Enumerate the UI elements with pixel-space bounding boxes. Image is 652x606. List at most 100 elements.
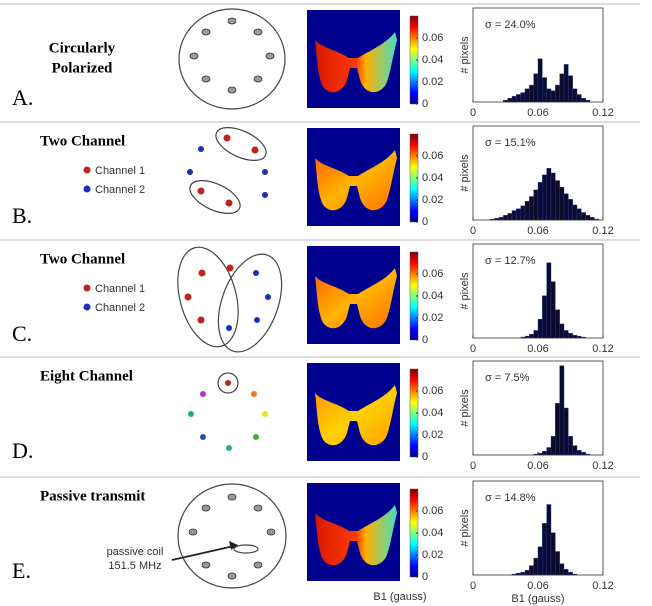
x-tick-label: 0.06 bbox=[527, 343, 548, 355]
histogram-bar bbox=[547, 447, 551, 455]
colorbar-tick-label: 0 bbox=[422, 98, 428, 110]
histogram-bar bbox=[529, 85, 533, 102]
legend-label: Channel 2 bbox=[95, 184, 145, 196]
coil-diagram bbox=[168, 240, 294, 360]
stat-label: σ = 12.7% bbox=[485, 255, 536, 267]
histogram-bar bbox=[568, 333, 572, 338]
stat-label: σ = 24.0% bbox=[485, 19, 536, 31]
colorbar-tick-label: 0 bbox=[422, 334, 428, 346]
legend-marker bbox=[84, 167, 91, 174]
histogram-bar bbox=[581, 452, 585, 455]
histogram-bar bbox=[516, 94, 520, 102]
histogram-bar bbox=[560, 366, 564, 455]
histogram-bar bbox=[581, 212, 585, 220]
histogram-bar bbox=[508, 98, 512, 102]
annotation: 151.5 MHz bbox=[108, 560, 161, 572]
histogram-bar bbox=[555, 552, 559, 576]
histogram-bar bbox=[573, 446, 577, 455]
histogram-bar bbox=[564, 330, 568, 338]
legend-label: Channel 1 bbox=[95, 165, 145, 177]
colorbar-tick-label: 0.04 bbox=[422, 172, 443, 184]
colorbar-tick-label: 0.04 bbox=[422, 407, 443, 419]
histogram-bar bbox=[542, 296, 546, 338]
histogram-bar bbox=[529, 334, 533, 338]
histogram-bar bbox=[573, 205, 577, 220]
b1-map bbox=[307, 10, 400, 108]
histogram-bar bbox=[542, 78, 546, 102]
histogram-bar bbox=[564, 64, 568, 102]
histogram-bar bbox=[542, 451, 546, 455]
y-axis-label: # pixels bbox=[459, 509, 471, 547]
histogram-bar bbox=[529, 566, 533, 575]
histogram-bar bbox=[521, 93, 525, 102]
histogram-bar bbox=[538, 319, 542, 338]
b1-map bbox=[307, 483, 400, 581]
colorbar-tick-label: 0.02 bbox=[422, 76, 443, 88]
stat-label: σ = 15.1% bbox=[485, 137, 536, 149]
histogram-bar bbox=[564, 408, 568, 455]
panel-letter: B. bbox=[12, 203, 32, 228]
panel-letter: E. bbox=[12, 558, 31, 583]
x-tick-label: 0.06 bbox=[527, 580, 548, 592]
histogram-bar bbox=[529, 197, 533, 221]
x-axis-label: B1 (gauss) bbox=[511, 593, 564, 605]
histogram-bar bbox=[525, 201, 529, 220]
x-tick-label: 0.12 bbox=[592, 107, 613, 119]
histogram-bar bbox=[538, 59, 542, 102]
histogram-bar bbox=[525, 89, 529, 102]
histogram-bar bbox=[564, 569, 568, 575]
histogram-bar bbox=[516, 209, 520, 220]
x-tick-label: 0.12 bbox=[592, 225, 613, 237]
histogram-bar bbox=[542, 523, 546, 575]
colorbar-tick-label: 0.06 bbox=[422, 32, 443, 44]
colorbar-tick-label: 0 bbox=[422, 216, 428, 228]
histogram-bar bbox=[568, 436, 572, 455]
histogram-bar bbox=[577, 209, 581, 220]
histogram-bar bbox=[534, 74, 538, 102]
histogram-bar bbox=[555, 310, 559, 338]
legend-label: Channel 1 bbox=[95, 283, 145, 295]
histogram-bar bbox=[577, 450, 581, 455]
panel-title: Two Channel bbox=[40, 133, 125, 149]
y-axis-label: # pixels bbox=[459, 389, 471, 427]
histogram-bar bbox=[508, 213, 512, 220]
histogram-bar bbox=[568, 76, 572, 102]
figure: A.CircularlyPolarized00.020.040.0600.060… bbox=[0, 0, 652, 606]
annotation: passive coil bbox=[107, 546, 164, 558]
x-tick-label: 0 bbox=[470, 225, 476, 237]
histogram-bar bbox=[586, 215, 590, 220]
colorbar-tick-label: 0.04 bbox=[422, 527, 443, 539]
legend-marker bbox=[84, 304, 91, 311]
colorbar-tick-label: 0.02 bbox=[422, 312, 443, 324]
panel-title: Eight Channel bbox=[40, 368, 133, 384]
b1-map bbox=[307, 246, 400, 344]
x-tick-label: 0 bbox=[470, 343, 476, 355]
coil-diagram bbox=[188, 373, 268, 451]
colorbar-tick-label: 0.02 bbox=[422, 194, 443, 206]
histogram-bar bbox=[590, 217, 594, 220]
histogram-bar bbox=[560, 187, 564, 220]
histogram-bar bbox=[564, 194, 568, 220]
colorbar-tick-label: 0 bbox=[422, 571, 428, 583]
histogram-bar bbox=[560, 74, 564, 102]
panel-title: Polarized bbox=[52, 60, 113, 76]
histogram-bar bbox=[547, 263, 551, 338]
b1-map bbox=[307, 128, 400, 226]
histogram-bar bbox=[573, 335, 577, 338]
histogram-bar bbox=[503, 215, 507, 220]
histogram-bar bbox=[555, 85, 559, 102]
x-tick-label: 0.12 bbox=[592, 343, 613, 355]
x-tick-label: 0.06 bbox=[527, 460, 548, 472]
histogram-bar bbox=[555, 181, 559, 220]
x-tick-label: 0.06 bbox=[527, 225, 548, 237]
x-tick-label: 0.12 bbox=[592, 460, 613, 472]
colorbar-tick-label: 0.06 bbox=[422, 268, 443, 280]
histogram-bar bbox=[573, 89, 577, 102]
histogram-bar bbox=[547, 168, 551, 220]
histogram-bar bbox=[542, 175, 546, 220]
histogram-bar bbox=[534, 330, 538, 338]
histogram-bar bbox=[555, 403, 559, 455]
panel-title: Passive transmit bbox=[40, 488, 145, 504]
b1-map bbox=[307, 363, 400, 461]
histogram-bar bbox=[560, 324, 564, 338]
